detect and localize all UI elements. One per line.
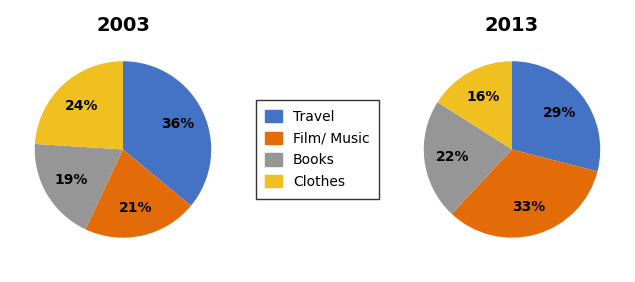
Wedge shape [123, 61, 211, 206]
Text: 29%: 29% [543, 106, 576, 120]
Wedge shape [424, 102, 512, 214]
Wedge shape [35, 61, 123, 149]
Wedge shape [438, 61, 512, 149]
Text: 19%: 19% [55, 173, 88, 187]
Text: 36%: 36% [161, 117, 194, 131]
Title: 2013: 2013 [485, 16, 539, 35]
Text: 33%: 33% [512, 200, 545, 214]
Text: 22%: 22% [436, 150, 469, 164]
Text: 16%: 16% [467, 90, 500, 104]
Text: 24%: 24% [65, 99, 98, 113]
Wedge shape [451, 149, 598, 238]
Text: 21%: 21% [119, 201, 153, 215]
Title: 2003: 2003 [96, 16, 150, 35]
Wedge shape [512, 61, 600, 171]
Wedge shape [35, 144, 123, 229]
Wedge shape [86, 149, 191, 238]
Legend: Travel, Film/ Music, Books, Clothes: Travel, Film/ Music, Books, Clothes [255, 100, 380, 199]
